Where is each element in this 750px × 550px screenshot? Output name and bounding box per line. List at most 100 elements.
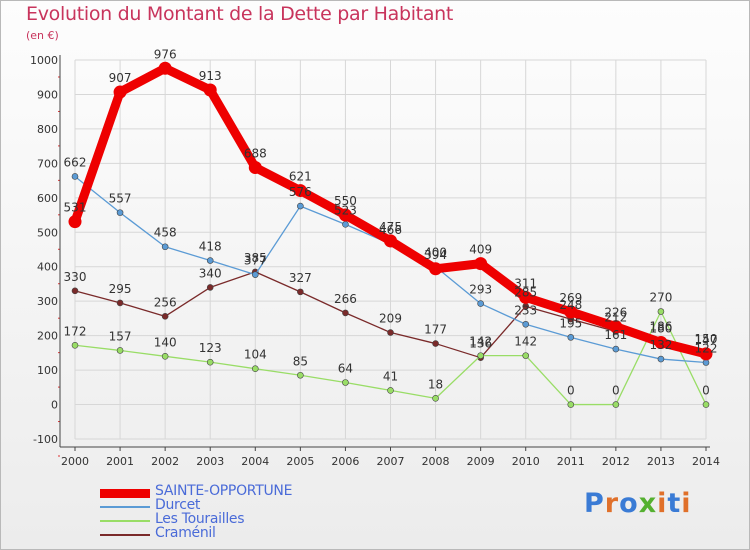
data-point-les-tourailles — [387, 387, 394, 394]
data-label-durcet: 377 — [244, 254, 267, 268]
data-label-durcet: 557 — [109, 192, 132, 206]
data-label-les-tourailles: 104 — [244, 348, 267, 362]
y-tick-label: 600 — [37, 192, 58, 205]
data-label-les-tourailles: 140 — [154, 335, 177, 349]
x-tick-label: 2000 — [61, 455, 89, 468]
data-label-durcet: 233 — [514, 303, 537, 317]
data-label-sainte-opportune: 531 — [64, 201, 87, 215]
data-point-durcet — [297, 202, 304, 210]
data-label-les-tourailles: 142 — [514, 335, 537, 349]
x-tick-label: 2001 — [106, 455, 134, 468]
data-label-durcet: 418 — [199, 240, 222, 254]
data-point-les-tourailles — [342, 379, 349, 386]
y-tick-label: 700 — [37, 157, 58, 170]
data-label-cram-nil: 295 — [109, 282, 132, 296]
logo-letter: P — [584, 488, 605, 519]
data-point-durcet — [657, 355, 665, 363]
data-label-durcet: 195 — [559, 316, 582, 330]
data-point-durcet — [71, 173, 79, 180]
data-label-cram-nil: 177 — [424, 323, 447, 337]
x-tick-label: 2010 — [512, 455, 540, 468]
data-point-sainte-opportune — [338, 208, 352, 222]
data-label-sainte-opportune: 688 — [244, 146, 267, 160]
data-label-durcet: 161 — [604, 328, 627, 342]
data-label-durcet: 466 — [379, 223, 402, 237]
data-label-durcet: 523 — [334, 203, 357, 217]
data-point-cram-nil — [206, 284, 214, 291]
logo-letter: o — [619, 488, 639, 519]
data-label-cram-nil: 340 — [199, 266, 222, 280]
x-tick-label: 2002 — [151, 455, 179, 468]
data-label-les-tourailles: 157 — [109, 329, 132, 343]
data-label-cram-nil: 150 — [695, 332, 718, 346]
data-label-les-tourailles: 123 — [199, 341, 222, 355]
data-label-sainte-opportune: 913 — [199, 69, 222, 83]
data-label-les-tourailles: 0 — [702, 384, 710, 398]
x-tick-label: 2004 — [241, 455, 269, 468]
logo-letter: i — [681, 488, 692, 519]
data-point-cram-nil — [116, 299, 124, 307]
y-tick-label: -100 — [33, 433, 58, 446]
data-point-les-tourailles — [251, 365, 259, 373]
y-tick-label: 100 — [37, 364, 58, 377]
data-label-durcet: 576 — [289, 185, 312, 199]
data-point-les-tourailles — [657, 308, 665, 315]
y-tick-label: 800 — [37, 123, 58, 136]
data-label-cram-nil: 209 — [379, 312, 402, 326]
data-point-sainte-opportune — [429, 262, 443, 276]
data-label-cram-nil: 212 — [604, 311, 627, 325]
legend-swatch — [100, 520, 150, 522]
x-tick-label: 2009 — [467, 455, 495, 468]
data-point-les-tourailles — [432, 395, 439, 402]
chart-title: Evolution du Montant de la Dette par Hab… — [26, 3, 454, 25]
logo-letter: t — [667, 488, 682, 519]
data-label-cram-nil: 136 — [469, 337, 492, 351]
x-tick-label: 2008 — [422, 455, 450, 468]
data-label-cram-nil: 266 — [334, 292, 357, 306]
data-point-durcet — [206, 257, 214, 264]
data-point-sainte-opportune — [113, 85, 127, 99]
x-tick-label: 2007 — [377, 455, 405, 468]
data-label-durcet: 293 — [469, 283, 492, 297]
data-point-durcet — [612, 345, 620, 353]
data-label-cram-nil: 327 — [289, 271, 312, 285]
data-label-sainte-opportune: 311 — [514, 276, 537, 290]
data-point-durcet — [116, 209, 124, 216]
data-point-les-tourailles — [612, 401, 620, 408]
data-point-les-tourailles — [522, 352, 530, 359]
x-tick-label: 2003 — [196, 455, 224, 468]
y-tick-label: 400 — [37, 261, 58, 274]
data-point-sainte-opportune — [654, 336, 668, 350]
data-label-les-tourailles: 85 — [293, 354, 308, 368]
data-point-les-tourailles — [477, 352, 484, 359]
data-point-cram-nil — [432, 340, 439, 347]
data-point-les-tourailles — [297, 371, 304, 379]
data-label-les-tourailles: 142 — [469, 335, 492, 349]
x-tick-label: 2012 — [602, 455, 630, 468]
logo-letter: x — [638, 488, 658, 519]
data-point-durcet — [251, 271, 259, 278]
x-tick-label: 2006 — [331, 455, 359, 468]
data-point-les-tourailles — [71, 341, 79, 349]
data-point-sainte-opportune — [609, 320, 623, 334]
legend-label: Durcet — [155, 497, 201, 513]
data-label-cram-nil: 256 — [154, 295, 177, 309]
data-point-sainte-opportune — [384, 234, 397, 248]
data-point-durcet — [567, 334, 575, 341]
data-point-durcet — [702, 359, 710, 366]
y-tick-label: 300 — [37, 295, 58, 308]
data-label-sainte-opportune: 269 — [559, 291, 582, 305]
legend-swatch — [100, 534, 150, 536]
data-point-sainte-opportune — [564, 305, 578, 319]
data-point-sainte-opportune — [699, 347, 713, 361]
data-point-sainte-opportune — [474, 257, 488, 271]
data-point-sainte-opportune — [158, 61, 172, 75]
data-label-cram-nil: 186 — [649, 319, 672, 333]
data-label-cram-nil: 385 — [244, 251, 267, 265]
x-tick-label: 2013 — [647, 455, 675, 468]
data-label-sainte-opportune: 621 — [289, 170, 312, 184]
data-label-cram-nil: 248 — [559, 298, 582, 312]
data-point-les-tourailles — [161, 353, 169, 360]
x-tick-label: 2014 — [692, 455, 720, 468]
data-point-les-tourailles — [116, 347, 124, 354]
